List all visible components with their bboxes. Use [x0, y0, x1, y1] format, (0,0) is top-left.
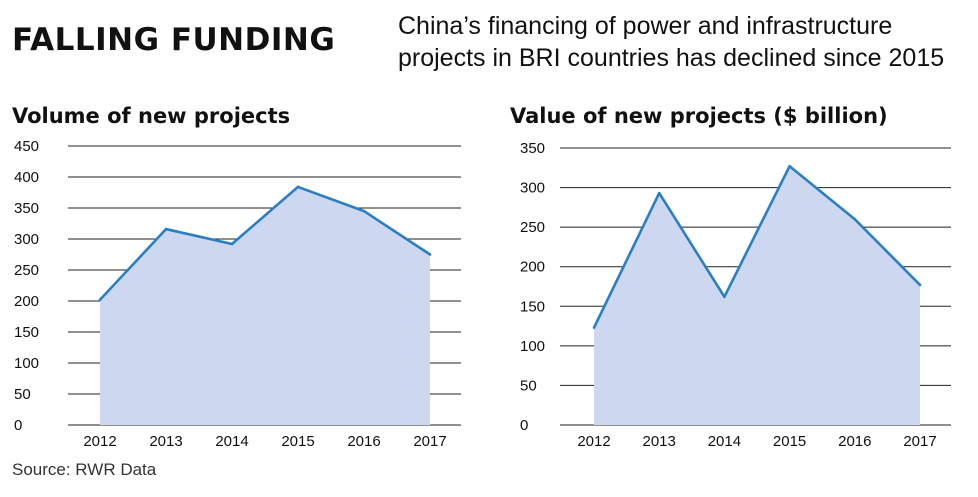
subheadline: China’s financing of power and infrastru… [398, 12, 945, 72]
x-tick-label: 2013 [643, 433, 676, 450]
data-point [723, 295, 726, 299]
data-point [592, 326, 596, 329]
chart-title-value: Value of new projects ($ billion) [510, 104, 888, 128]
y-tick-label: 50 [14, 386, 31, 403]
x-tick-label: 2013 [149, 433, 182, 450]
series-line [99, 185, 431, 301]
data-point [296, 185, 300, 189]
y-tick-label: 400 [14, 169, 39, 186]
source-note: Source: RWR Data [12, 460, 157, 479]
y-tick-label: 150 [14, 324, 39, 341]
data-point [230, 242, 234, 246]
data-point [918, 283, 922, 287]
y-tick-label: 300 [520, 180, 545, 197]
y-tick-label: 450 [14, 138, 39, 155]
data-point [98, 298, 102, 302]
y-tick-label: 250 [14, 262, 39, 279]
y-tick-label: 150 [520, 298, 545, 315]
y-tick-label: 0 [14, 417, 22, 434]
x-tick-label: 2017 [413, 433, 446, 450]
data-point [788, 164, 791, 168]
y-tick-label: 300 [14, 231, 39, 248]
x-tick-label: 2017 [903, 433, 936, 450]
chart-title-volume: Volume of new projects [12, 104, 291, 128]
x-tick-label: 2012 [577, 433, 610, 450]
data-point [657, 191, 661, 195]
data-point [362, 209, 366, 213]
y-tick-label: 0 [520, 417, 528, 434]
x-tick-label: 2014 [215, 433, 248, 450]
data-point [853, 217, 857, 221]
x-tick-label: 2016 [347, 433, 380, 450]
x-tick-label: 2016 [838, 433, 871, 450]
y-tick-label: 50 [520, 377, 537, 394]
area-fill [100, 186, 430, 425]
y-tick-label: 100 [14, 355, 39, 372]
y-tick-label: 200 [14, 293, 39, 310]
y-tick-label: 350 [14, 200, 39, 217]
y-tick-label: 250 [520, 219, 545, 236]
x-tick-label: 2014 [708, 433, 741, 450]
y-tick-label: 100 [520, 338, 545, 355]
y-tick-label: 200 [520, 259, 545, 276]
x-tick-label: 2015 [281, 433, 314, 450]
x-tick-label: 2012 [83, 433, 116, 450]
y-tick-label: 350 [520, 140, 545, 157]
data-point [164, 227, 168, 231]
x-tick-label: 2015 [773, 433, 806, 450]
headline: FALLING FUNDING [12, 22, 336, 58]
data-point [428, 253, 432, 256]
series-line [592, 164, 921, 329]
area-fill [594, 166, 920, 425]
